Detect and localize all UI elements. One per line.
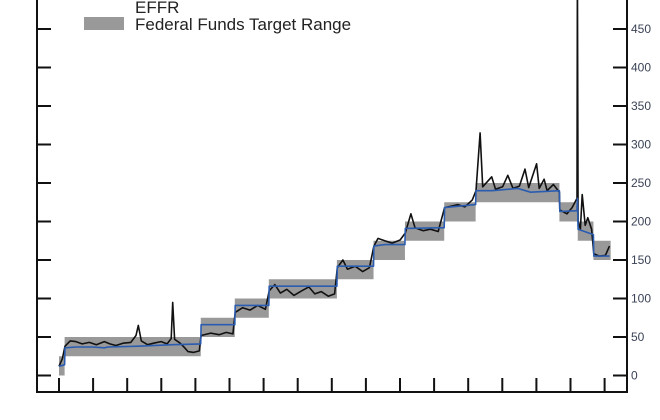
target-range-band xyxy=(373,240,405,260)
legend-swatch-target-range xyxy=(84,17,124,30)
y-tick-label: 450 xyxy=(631,22,651,36)
target-range-band xyxy=(336,260,374,280)
series-lines xyxy=(58,0,611,368)
y-tick-label: 50 xyxy=(631,330,645,344)
legend: EFFR Federal Funds Target Range xyxy=(84,0,351,34)
series-line-effr xyxy=(58,187,610,368)
y-tick-label: 0 xyxy=(631,369,638,383)
y-tick-label: 350 xyxy=(631,99,651,113)
y-tick-label: 150 xyxy=(631,253,651,267)
y-tick-label: 100 xyxy=(631,292,651,306)
legend-label-effr: EFFR xyxy=(135,0,179,17)
target-range-band xyxy=(268,279,337,299)
y-tick-label: 400 xyxy=(631,61,651,75)
y-tick-label: 300 xyxy=(631,138,651,152)
y-tick-label: 250 xyxy=(631,176,651,190)
y-tick-label: 200 xyxy=(631,215,651,229)
legend-label-target-range: Federal Funds Target Range xyxy=(135,15,351,34)
target-range-band xyxy=(475,183,560,203)
